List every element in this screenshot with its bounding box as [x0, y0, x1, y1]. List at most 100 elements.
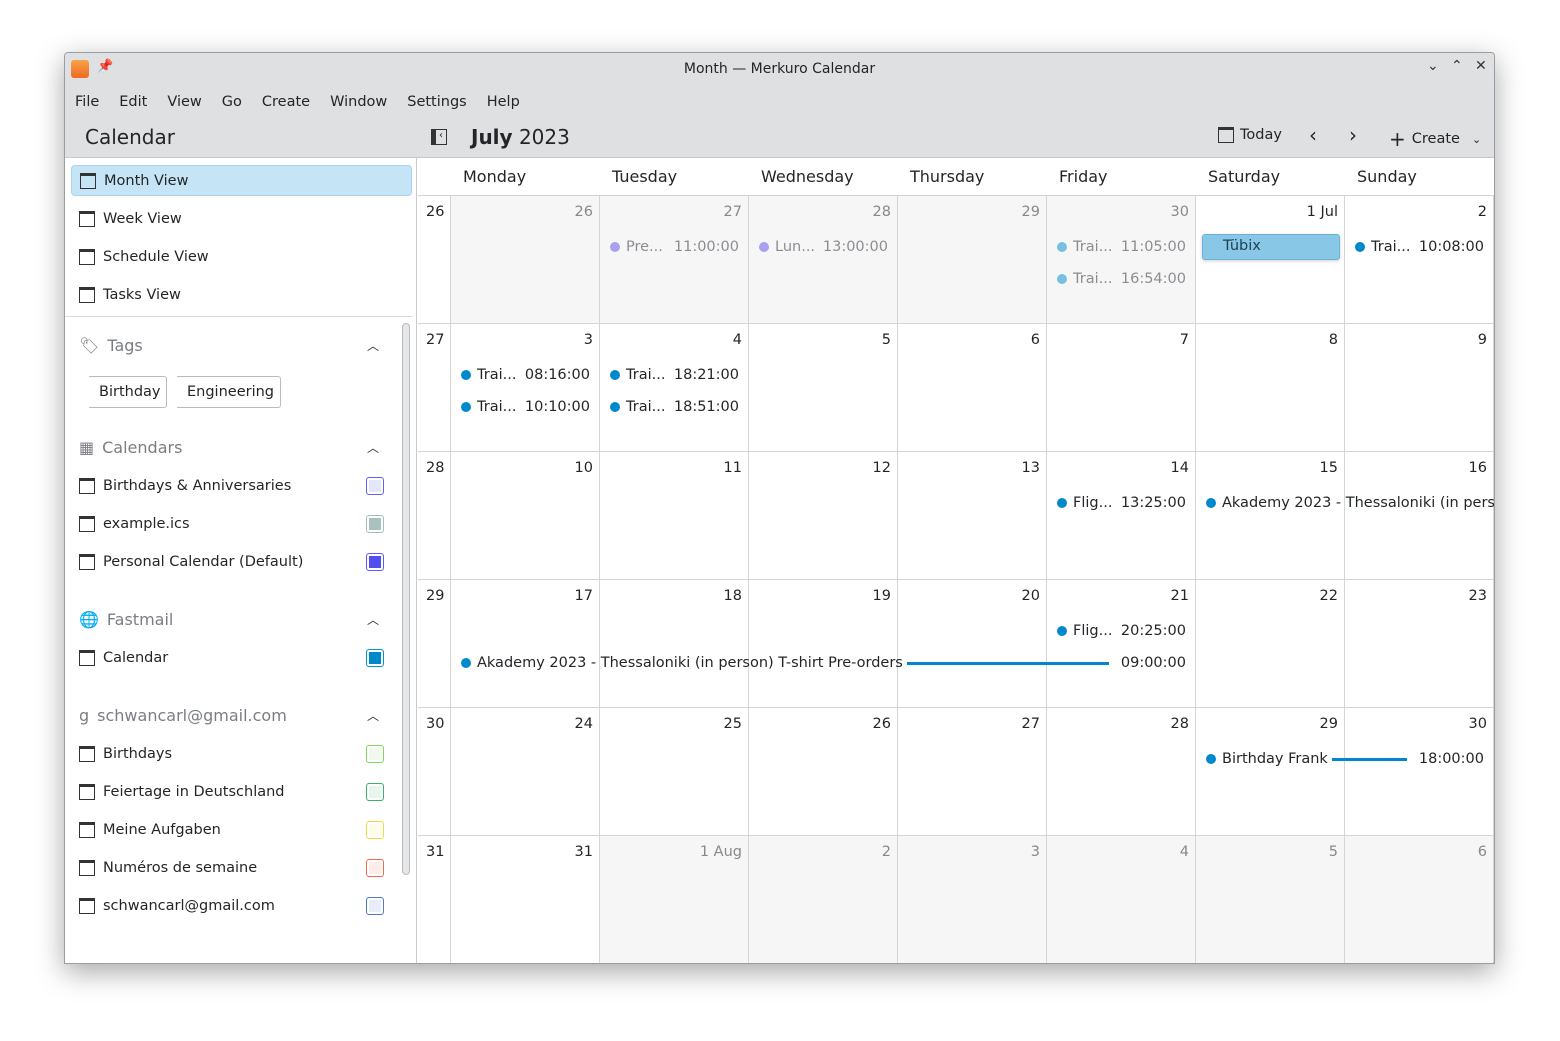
calendar-item[interactable]: Birthdays & Anniversaries: [79, 477, 385, 495]
event[interactable]: Pre... 11:00:00: [610, 237, 739, 257]
day-cell[interactable]: 15: [1196, 452, 1345, 580]
calendar-color-checkbox[interactable]: [366, 783, 384, 801]
day-cell[interactable]: 31: [451, 836, 600, 963]
menu-file[interactable]: File: [75, 94, 100, 110]
calendar-item[interactable]: Personal Calendar (Default): [79, 553, 385, 571]
day-cell[interactable]: 3: [898, 836, 1047, 963]
day-cell[interactable]: 28: [1047, 708, 1196, 836]
day-cell[interactable]: 17: [451, 580, 600, 708]
day-cell[interactable]: 20: [898, 580, 1047, 708]
day-cell[interactable]: 28: [749, 196, 898, 324]
next-button[interactable]: ›: [1349, 123, 1357, 147]
day-cell[interactable]: 18: [600, 580, 749, 708]
day-cell[interactable]: 9: [1345, 324, 1494, 452]
day-cell[interactable]: 21: [1047, 580, 1196, 708]
minimize-button[interactable]: ⌄: [1427, 58, 1439, 74]
event[interactable]: Trai... 11:05:00: [1057, 237, 1186, 257]
day-cell[interactable]: 3: [451, 324, 600, 452]
day-cell[interactable]: 12: [749, 452, 898, 580]
close-button[interactable]: ✕: [1475, 58, 1487, 74]
menu-create[interactable]: Create: [261, 94, 311, 110]
calendar-color-checkbox[interactable]: [366, 859, 384, 877]
create-button[interactable]: + Create ⌄: [1389, 127, 1481, 151]
event[interactable]: Lun... 13:00:00: [759, 237, 888, 257]
sidebar-scrollbar[interactable]: [402, 323, 410, 875]
event[interactable]: Trai... 16:54:00: [1057, 269, 1186, 289]
section-calendars[interactable]: ▦ Calendars ︿: [79, 438, 389, 457]
chevron-up-icon[interactable]: ︿: [366, 441, 379, 455]
day-cell[interactable]: 6: [1345, 836, 1494, 963]
day-cell[interactable]: 25: [600, 708, 749, 836]
menu-view[interactable]: View: [167, 94, 202, 110]
event[interactable]: Akademy 2023 - Thessaloniki (in person): [1206, 493, 1494, 513]
calendar-item[interactable]: example.ics: [79, 515, 385, 533]
menu-go[interactable]: Go: [221, 94, 242, 110]
calendar-color-checkbox[interactable]: [366, 515, 384, 533]
calendar-item[interactable]: schwancarl@gmail.com: [79, 897, 385, 915]
chevron-up-icon[interactable]: ︿: [366, 339, 379, 353]
event-block[interactable]: Tübix: [1202, 234, 1340, 260]
menu-help[interactable]: Help: [486, 94, 520, 110]
event[interactable]: Birthday Frank 18:00:00: [1206, 749, 1484, 769]
nav-tasks-view[interactable]: Tasks View: [71, 279, 412, 310]
day-cell[interactable]: 1 Jul: [1196, 196, 1345, 324]
menu-settings[interactable]: Settings: [407, 94, 467, 110]
calendar-item[interactable]: Feiertage in Deutschland: [79, 783, 385, 801]
day-cell[interactable]: 16: [1345, 452, 1494, 580]
event[interactable]: Trai... 10:08:00: [1355, 237, 1484, 257]
event[interactable]: Trai... 18:51:00: [610, 397, 739, 417]
tag-engineering[interactable]: Engineering: [177, 376, 281, 408]
event[interactable]: Trai... 08:16:00: [461, 365, 590, 385]
day-cell[interactable]: 4: [600, 324, 749, 452]
day-cell[interactable]: 11: [600, 452, 749, 580]
day-cell[interactable]: 14: [1047, 452, 1196, 580]
pin-icon[interactable]: 📌: [97, 59, 114, 74]
maximize-button[interactable]: ⌃: [1451, 58, 1463, 74]
day-cell[interactable]: 2: [749, 836, 898, 963]
day-cell[interactable]: 2: [1345, 196, 1494, 324]
day-cell[interactable]: 27: [898, 708, 1047, 836]
day-cell[interactable]: 29: [1196, 708, 1345, 836]
day-cell[interactable]: 8: [1196, 324, 1345, 452]
day-cell[interactable]: 4: [1047, 836, 1196, 963]
tags-header[interactable]: 🏷 Tags ︿: [79, 336, 389, 355]
chevron-up-icon[interactable]: ︿: [366, 613, 379, 627]
event[interactable]: Trai... 10:10:00: [461, 397, 590, 417]
previous-button[interactable]: ‹: [1309, 123, 1317, 147]
day-cell[interactable]: 24: [451, 708, 600, 836]
calendar-color-checkbox[interactable]: [366, 553, 384, 571]
event[interactable]: Flig... 20:25:00: [1057, 621, 1186, 641]
chevron-up-icon[interactable]: ︿: [366, 709, 379, 723]
menu-window[interactable]: Window: [330, 94, 388, 110]
calendar-color-checkbox[interactable]: [366, 477, 384, 495]
day-cell[interactable]: 23: [1345, 580, 1494, 708]
tag-birthday[interactable]: Birthday: [89, 376, 168, 408]
calendar-item[interactable]: Birthdays: [79, 745, 385, 763]
calendar-item[interactable]: Meine Aufgaben: [79, 821, 385, 839]
event[interactable]: Flig... 13:25:00: [1057, 493, 1186, 513]
event[interactable]: Trai... 18:21:00: [610, 365, 739, 385]
day-cell[interactable]: 30: [1345, 708, 1494, 836]
nav-schedule-view[interactable]: Schedule View: [71, 241, 412, 272]
menu-edit[interactable]: Edit: [119, 94, 148, 110]
section-schwancarl-gmail-com[interactable]: g schwancarl@gmail.com ︿: [79, 706, 389, 725]
calendar-color-checkbox[interactable]: [366, 745, 384, 763]
today-button[interactable]: Today: [1218, 127, 1282, 143]
day-cell[interactable]: 27: [600, 196, 749, 324]
day-cell[interactable]: 5: [749, 324, 898, 452]
day-cell[interactable]: 22: [1196, 580, 1345, 708]
calendar-color-checkbox[interactable]: [366, 821, 384, 839]
collapse-sidebar-button[interactable]: ‹: [431, 129, 447, 145]
day-cell[interactable]: 13: [898, 452, 1047, 580]
calendar-item[interactable]: Numéros de semaine: [79, 859, 385, 877]
nav-week-view[interactable]: Week View: [71, 203, 412, 234]
calendar-color-checkbox[interactable]: [366, 649, 384, 667]
day-cell[interactable]: 30: [1047, 196, 1196, 324]
day-cell[interactable]: 29: [898, 196, 1047, 324]
calendar-item[interactable]: Calendar: [79, 649, 385, 667]
day-cell[interactable]: 19: [749, 580, 898, 708]
day-cell[interactable]: 7: [1047, 324, 1196, 452]
day-cell[interactable]: 26: [749, 708, 898, 836]
event[interactable]: Akademy 2023 - Thessaloniki (in person) …: [461, 653, 1186, 673]
section-fastmail[interactable]: 🌐 Fastmail ︿: [79, 610, 389, 629]
